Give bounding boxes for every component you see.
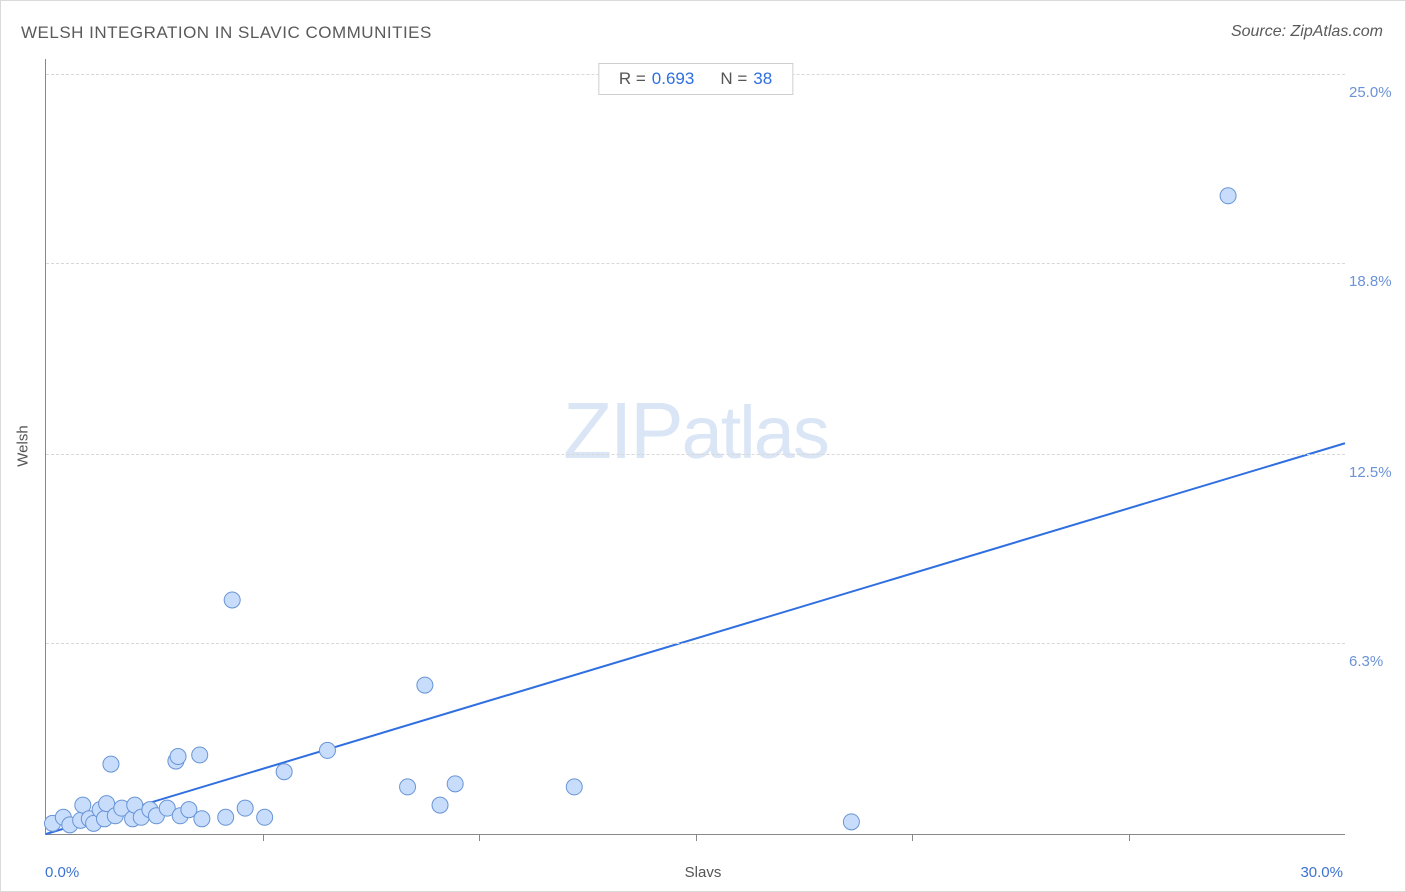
scatter-point [447, 776, 463, 792]
x-axis-max-label: 30.0% [1300, 864, 1343, 881]
x-tick [1129, 834, 1130, 841]
x-axis-label: Slavs [685, 864, 722, 881]
scatter-point [192, 747, 208, 763]
gridline [46, 643, 1345, 644]
scatter-point [218, 809, 234, 825]
stats-badge: R = 0.693 N = 38 [598, 63, 793, 95]
x-axis-min-label: 0.0% [45, 864, 79, 881]
x-tick [912, 834, 913, 841]
chart-svg [46, 59, 1345, 834]
scatter-point [224, 592, 240, 608]
y-tick-label: 25.0% [1349, 84, 1392, 101]
scatter-point [566, 779, 582, 795]
stat-n-label: N = [720, 69, 747, 89]
stat-r-label: R = [619, 69, 646, 89]
plot-area: R = 0.693 N = 38 ZIPatlas 6.3%12.5%18.8%… [45, 59, 1345, 835]
scatter-point [257, 809, 273, 825]
scatter-point [417, 677, 433, 693]
scatter-point [319, 742, 335, 758]
trend-line [46, 443, 1345, 834]
chart-title: WELSH INTEGRATION IN SLAVIC COMMUNITIES [21, 23, 432, 43]
stat-n: N = 38 [720, 69, 772, 89]
stat-r: R = 0.693 [619, 69, 694, 89]
y-axis-label: Welsh [15, 425, 32, 466]
scatter-point [276, 764, 292, 780]
scatter-point [237, 800, 253, 816]
scatter-point [843, 814, 859, 830]
y-tick-label: 12.5% [1349, 464, 1392, 481]
scatter-point [170, 749, 186, 765]
y-tick-label: 18.8% [1349, 273, 1392, 290]
gridline [46, 454, 1345, 455]
scatter-point [194, 811, 210, 827]
source-attribution: Source: ZipAtlas.com [1231, 23, 1383, 41]
y-tick-label: 6.3% [1349, 653, 1383, 670]
scatter-point [432, 797, 448, 813]
gridline [46, 263, 1345, 264]
x-tick [263, 834, 264, 841]
x-tick [696, 834, 697, 841]
scatter-point [1220, 188, 1236, 204]
stat-r-value: 0.693 [652, 69, 695, 89]
stat-n-value: 38 [753, 69, 772, 89]
x-tick [479, 834, 480, 841]
scatter-point [103, 756, 119, 772]
scatter-point [400, 779, 416, 795]
